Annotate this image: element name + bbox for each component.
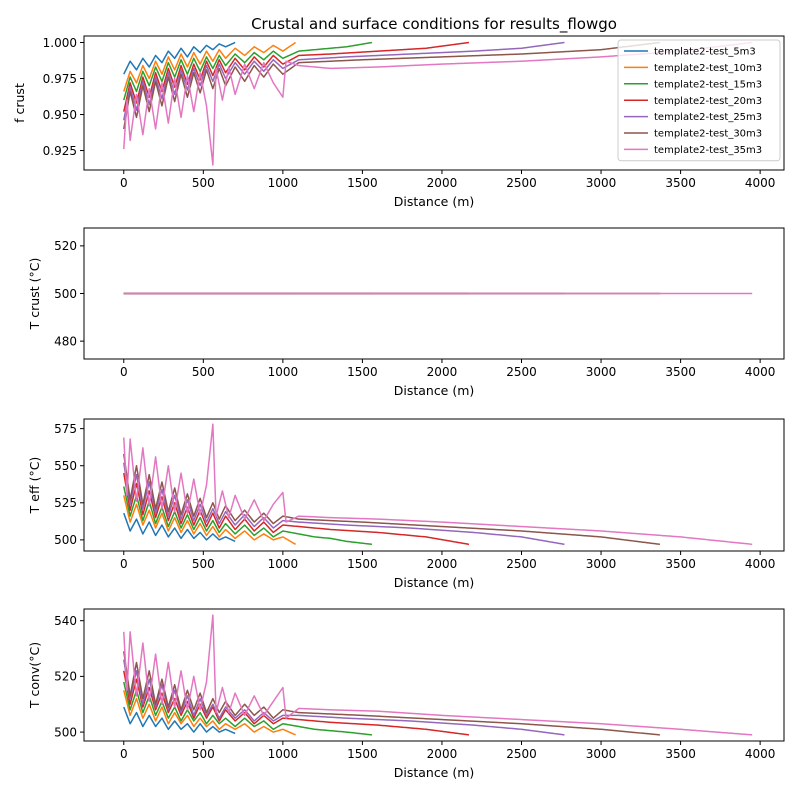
y-axis-label: T eff (°C) (27, 457, 42, 515)
x-axis-label: Distance (m) (394, 383, 475, 398)
x-tick-label: 0 (120, 176, 128, 190)
legend-entry: template2-test_25m3 (654, 112, 762, 123)
x-tick-label: 1500 (347, 747, 378, 761)
y-tick-label: 520 (54, 239, 77, 253)
y-tick-label: 575 (54, 422, 77, 436)
chart-panel-3: 0 500 1000 1500 2000 2500 3000 3500 4000 500 525 55… (27, 418, 785, 590)
series-line-template2-test_5m3 (123, 41, 236, 75)
x-tick-label: 3500 (665, 557, 696, 571)
series-line-template2-test_10m3 (123, 41, 297, 92)
x-tick-label: 3500 (665, 747, 696, 761)
series-line-template2-test_20m3 (123, 670, 470, 736)
legend-entry: template2-test_20m3 (654, 96, 762, 107)
x-tick-label: 0 (120, 365, 128, 379)
x-tick-label: 1000 (268, 365, 299, 379)
x-tick-label: 1500 (347, 365, 378, 379)
y-tick-label: 0.925 (43, 144, 77, 158)
y-tick-label: 500 (54, 287, 77, 301)
y-axis-label: T conv(°C) (27, 642, 42, 709)
y-tick-label: 500 (54, 725, 77, 739)
x-tick-label: 500 (192, 176, 215, 190)
y-axis-label: T crust (°C) (27, 258, 42, 331)
series-group (123, 423, 753, 546)
y-tick-label: 480 (54, 334, 77, 348)
chart-panel-1: 0 500 1000 1500 2000 2500 3000 3500 4000 0.925 0.9… (12, 35, 785, 209)
x-tick-label: 2500 (506, 557, 537, 571)
x-tick-label: 0 (120, 557, 128, 571)
y-tick-label: 525 (54, 496, 77, 510)
x-tick-label: 3000 (586, 747, 617, 761)
x-tick-label: 3000 (586, 557, 617, 571)
x-tick-label: 4000 (745, 557, 776, 571)
series-line-template2-test_25m3 (123, 462, 565, 546)
y-tick-label: 520 (54, 670, 77, 684)
x-tick-label: 3500 (665, 176, 696, 190)
x-tick-label: 500 (192, 557, 215, 571)
x-tick-label: 2000 (427, 747, 458, 761)
x-tick-label: 1000 (268, 747, 299, 761)
legend-entry: template2-test_15m3 (654, 79, 762, 90)
series-line-template2-test_10m3 (123, 495, 296, 545)
legend-entry: template2-test_5m3 (654, 47, 756, 58)
x-tick-label: 2500 (506, 365, 537, 379)
x-tick-label: 2500 (506, 176, 537, 190)
series-line-template2-test_5m3 (123, 512, 236, 543)
y-tick-label: 0.975 (43, 72, 77, 86)
chart-panel-4: 0 500 1000 1500 2000 2500 3000 3500 4000 500 520 54… (27, 608, 785, 780)
x-tick-label: 2000 (427, 176, 458, 190)
series-group (123, 614, 753, 736)
x-tick-label: 2000 (427, 365, 458, 379)
legend-entry: template2-test_10m3 (654, 63, 762, 74)
series-line-template2-test_30m3 (123, 651, 660, 736)
series-line-template2-test_10m3 (123, 690, 296, 736)
x-tick-label: 1000 (268, 557, 299, 571)
legend-entry: template2-test_30m3 (654, 129, 762, 140)
x-tick-label: 500 (192, 365, 215, 379)
x-tick-label: 4000 (745, 365, 776, 379)
legend: template2-test_5m3 template2-test_10m3tem… (617, 39, 781, 162)
x-tick-label: 1500 (347, 557, 378, 571)
legend-box (617, 39, 781, 162)
series-line-template2-test_15m3 (123, 681, 373, 736)
legend-entry: template2-test_35m3 (654, 145, 762, 156)
y-tick-label: 540 (54, 614, 77, 628)
axes-frame (83, 608, 785, 742)
y-axis-label: f crust (12, 83, 27, 123)
y-tick-label: 0.950 (43, 108, 77, 122)
x-axis-label: Distance (m) (394, 765, 475, 780)
x-tick-label: 1500 (347, 176, 378, 190)
x-tick-label: 3000 (586, 365, 617, 379)
x-axis-label: Distance (m) (394, 194, 475, 209)
x-tick-label: 2500 (506, 747, 537, 761)
axes-frame (83, 418, 785, 552)
x-tick-label: 1000 (268, 176, 299, 190)
chart-panel-2: 0 500 1000 1500 2000 2500 3000 3500 4000 480 500 52… (27, 227, 785, 398)
series-line-template2-test_30m3 (123, 41, 661, 130)
series-line-template2-test_20m3 (123, 473, 470, 546)
x-tick-label: 3000 (586, 176, 617, 190)
x-tick-label: 3500 (665, 365, 696, 379)
x-tick-label: 500 (192, 747, 215, 761)
y-tick-label: 500 (54, 533, 77, 547)
series-line-template2-test_20m3 (123, 41, 470, 112)
axes-frame (83, 35, 785, 171)
series-line-template2-test_15m3 (123, 41, 373, 101)
y-tick-label: 550 (54, 459, 77, 473)
x-tick-label: 4000 (745, 176, 776, 190)
figure-title: Crustal and surface conditions for resul… (251, 15, 617, 34)
series-line-template2-test_35m3 (123, 423, 753, 546)
x-tick-label: 0 (120, 747, 128, 761)
x-tick-label: 2000 (427, 557, 458, 571)
y-tick-label: 1.000 (43, 36, 77, 50)
series-line-template2-test_15m3 (123, 486, 373, 546)
x-tick-label: 4000 (745, 747, 776, 761)
series-line-template2-test_30m3 (123, 453, 661, 546)
series-line-template2-test_5m3 (123, 706, 236, 735)
series-line-template2-test_35m3 (123, 614, 753, 736)
x-axis-label: Distance (m) (394, 575, 475, 590)
